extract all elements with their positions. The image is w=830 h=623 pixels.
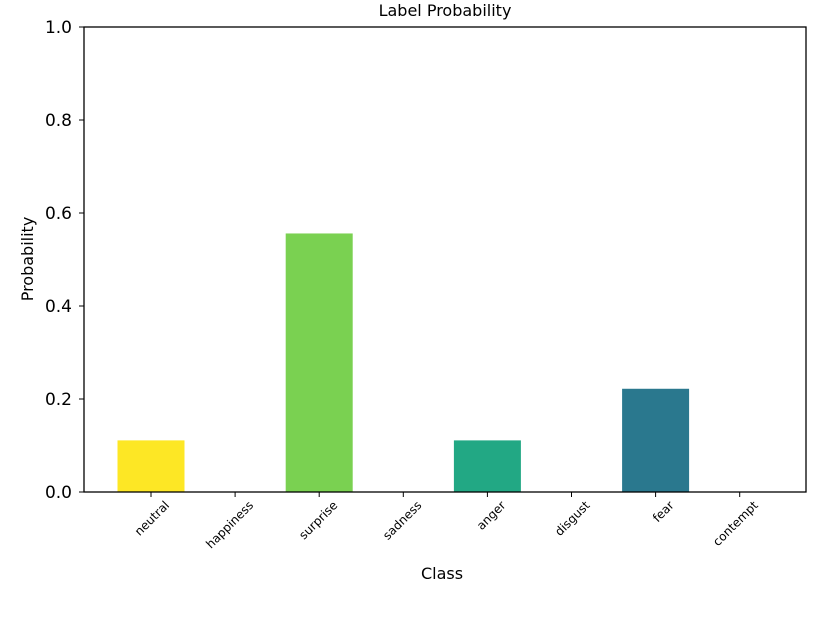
bar-neutral bbox=[117, 440, 185, 492]
x-tick-label: sadness bbox=[380, 498, 424, 542]
chart-title: Label Probability bbox=[379, 1, 512, 20]
x-tick-label: surprise bbox=[296, 498, 340, 542]
x-tick-label: neutral bbox=[132, 498, 172, 538]
y-tick-label: 1.0 bbox=[45, 18, 72, 38]
x-tick-label: disgust bbox=[552, 498, 593, 539]
bars-group bbox=[117, 233, 690, 492]
plot-frame bbox=[83, 26, 807, 493]
x-tick-label: happiness bbox=[203, 498, 256, 551]
y-tick-label: 0.2 bbox=[45, 390, 72, 410]
x-tick-label: anger bbox=[474, 498, 509, 533]
y-tick-label: 0.6 bbox=[45, 204, 72, 224]
y-tick-label: 0.8 bbox=[45, 111, 72, 131]
y-axis: 0.0 0.2 0.4 0.6 0.8 1.0 bbox=[45, 18, 84, 503]
bar-anger bbox=[453, 440, 521, 492]
x-tick-label: contempt bbox=[710, 498, 761, 549]
y-tick-label: 0.4 bbox=[45, 297, 72, 317]
y-axis-label: Probability bbox=[18, 217, 37, 302]
y-tick-label: 0.0 bbox=[45, 483, 72, 503]
bar-surprise bbox=[285, 233, 353, 492]
x-tick-label: fear bbox=[650, 498, 677, 525]
bar-fear bbox=[622, 388, 690, 492]
x-axis: neutral happiness surprise sadness anger disg… bbox=[132, 492, 761, 551]
x-axis-label: Class bbox=[421, 564, 463, 583]
